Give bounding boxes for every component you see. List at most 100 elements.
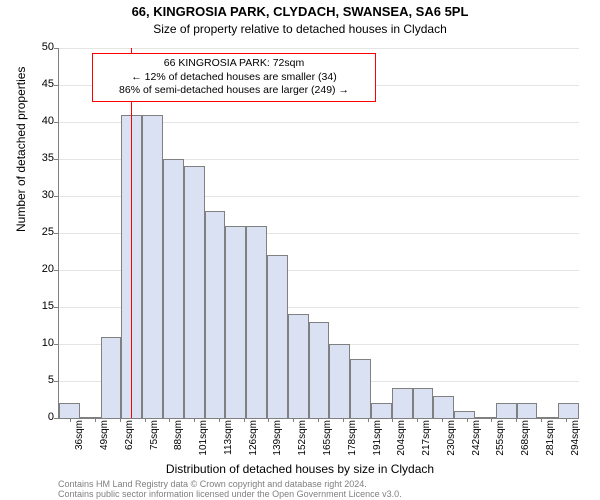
x-tick-mark — [566, 418, 567, 422]
info-box-line: 86% of semi-detached houses are larger (… — [99, 84, 369, 98]
x-tick-label: 217sqm — [421, 420, 432, 460]
x-tick-label: 242sqm — [471, 420, 482, 460]
x-tick-mark — [368, 418, 369, 422]
y-tick-mark — [54, 196, 58, 197]
histogram-bar — [475, 417, 496, 418]
x-tick-mark — [491, 418, 492, 422]
y-tick-mark — [54, 418, 58, 419]
histogram-bar — [225, 226, 246, 418]
x-tick-label: 101sqm — [198, 420, 209, 460]
x-tick-label: 126sqm — [248, 420, 259, 460]
y-tick-mark — [54, 270, 58, 271]
x-tick-label: 165sqm — [322, 420, 333, 460]
y-tick-label: 10 — [30, 337, 54, 349]
y-tick-mark — [54, 307, 58, 308]
x-axis-label: Distribution of detached houses by size … — [0, 462, 600, 476]
y-tick-label: 20 — [30, 263, 54, 275]
title-main: 66, KINGROSIA PARK, CLYDACH, SWANSEA, SA… — [0, 4, 600, 19]
x-tick-label: 88sqm — [173, 420, 184, 460]
histogram-bar — [496, 403, 517, 418]
x-tick-mark — [516, 418, 517, 422]
histogram-bar — [184, 166, 205, 418]
histogram-bar — [433, 396, 454, 418]
info-box-line: ← 12% of detached houses are smaller (34… — [99, 71, 369, 85]
x-tick-mark — [343, 418, 344, 422]
x-tick-mark — [467, 418, 468, 422]
x-tick-mark — [268, 418, 269, 422]
y-tick-mark — [54, 233, 58, 234]
histogram-bar — [350, 359, 371, 418]
y-tick-label: 45 — [30, 78, 54, 90]
x-tick-mark — [169, 418, 170, 422]
y-tick-mark — [54, 48, 58, 49]
x-tick-mark — [541, 418, 542, 422]
info-box-line: 66 KINGROSIA PARK: 72sqm — [99, 57, 369, 71]
x-tick-label: 36sqm — [74, 420, 85, 460]
x-tick-label: 230sqm — [446, 420, 457, 460]
x-tick-label: 255sqm — [495, 420, 506, 460]
histogram-bar — [205, 211, 226, 418]
histogram-bar — [267, 255, 288, 418]
y-tick-mark — [54, 159, 58, 160]
x-tick-label: 178sqm — [347, 420, 358, 460]
x-tick-label: 139sqm — [272, 420, 283, 460]
y-tick-label: 35 — [30, 152, 54, 164]
x-tick-mark — [442, 418, 443, 422]
x-tick-mark — [70, 418, 71, 422]
title-sub: Size of property relative to detached ho… — [0, 22, 600, 36]
y-tick-label: 5 — [30, 374, 54, 386]
x-tick-label: 113sqm — [223, 420, 234, 460]
x-tick-mark — [219, 418, 220, 422]
histogram-bar — [80, 417, 101, 418]
histogram-bar — [246, 226, 267, 418]
property-marker-line — [131, 48, 132, 418]
x-tick-label: 49sqm — [99, 420, 110, 460]
histogram-bar — [392, 388, 413, 418]
x-tick-label: 281sqm — [545, 420, 556, 460]
y-tick-label: 30 — [30, 189, 54, 201]
x-tick-mark — [95, 418, 96, 422]
x-tick-label: 204sqm — [396, 420, 407, 460]
y-gridline — [59, 48, 579, 49]
histogram-bar — [454, 411, 475, 418]
y-axis-label: Number of detached properties — [14, 67, 28, 232]
x-tick-label: 191sqm — [372, 420, 383, 460]
y-tick-mark — [54, 85, 58, 86]
y-tick-label: 50 — [30, 41, 54, 53]
x-tick-label: 75sqm — [149, 420, 160, 460]
attribution-text: Contains HM Land Registry data © Crown c… — [58, 480, 402, 500]
histogram-bar — [371, 403, 392, 418]
x-tick-mark — [417, 418, 418, 422]
y-tick-mark — [54, 122, 58, 123]
y-tick-label: 0 — [30, 411, 54, 423]
histogram-bar — [413, 388, 434, 418]
histogram-bar — [517, 403, 538, 418]
y-tick-label: 40 — [30, 115, 54, 127]
chart-plot-area — [58, 48, 579, 419]
x-tick-mark — [145, 418, 146, 422]
x-tick-label: 62sqm — [124, 420, 135, 460]
histogram-bar — [558, 403, 579, 418]
histogram-bar — [288, 314, 309, 418]
x-tick-mark — [392, 418, 393, 422]
info-box: 66 KINGROSIA PARK: 72sqm← 12% of detache… — [92, 53, 376, 102]
x-tick-mark — [194, 418, 195, 422]
y-tick-label: 25 — [30, 226, 54, 238]
chart-container: 66, KINGROSIA PARK, CLYDACH, SWANSEA, SA… — [0, 0, 600, 500]
x-tick-mark — [244, 418, 245, 422]
histogram-bar — [59, 403, 80, 418]
histogram-bar — [101, 337, 122, 418]
y-tick-mark — [54, 381, 58, 382]
x-tick-mark — [293, 418, 294, 422]
x-tick-mark — [120, 418, 121, 422]
histogram-bar — [142, 115, 163, 418]
histogram-bar — [329, 344, 350, 418]
histogram-bar — [163, 159, 184, 418]
x-tick-label: 268sqm — [520, 420, 531, 460]
y-tick-mark — [54, 344, 58, 345]
x-tick-mark — [318, 418, 319, 422]
x-tick-label: 152sqm — [297, 420, 308, 460]
y-tick-label: 15 — [30, 300, 54, 312]
x-tick-label: 294sqm — [570, 420, 581, 460]
histogram-bar — [309, 322, 330, 418]
